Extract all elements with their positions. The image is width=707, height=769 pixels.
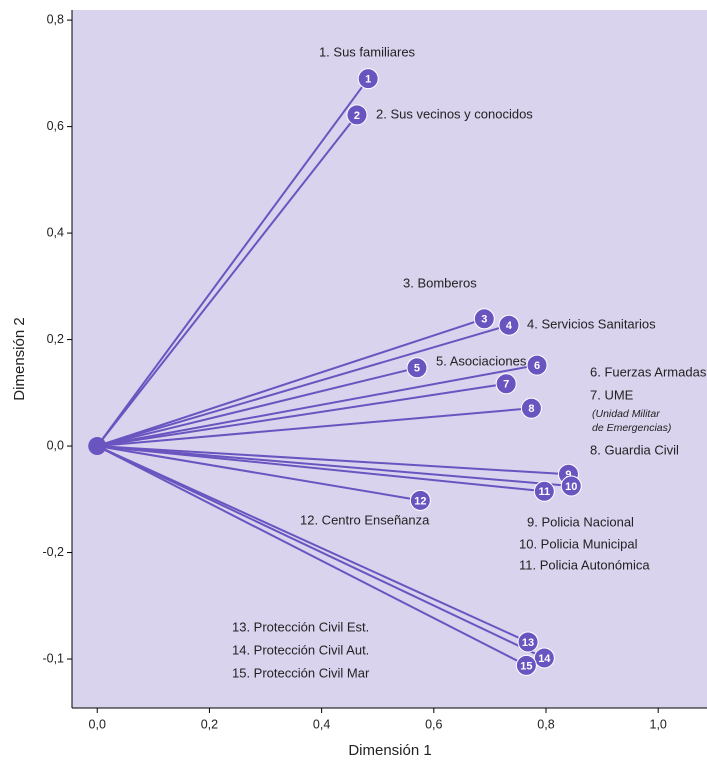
point-label: 9 xyxy=(565,469,571,481)
x-axis-title: Dimensión 1 xyxy=(348,742,431,759)
vector xyxy=(97,364,538,448)
item-name: 11. Policia Autonómica xyxy=(519,557,650,572)
item-name: 15. Protección Civil Mar xyxy=(232,665,370,680)
point xyxy=(357,68,379,90)
item-name: 2. Sus vecinos y conocidos xyxy=(376,106,533,121)
y-axis-title: Dimensión 2 xyxy=(11,317,28,400)
point-label: 13 xyxy=(522,637,534,649)
vector xyxy=(96,114,358,447)
point-label: 5 xyxy=(414,363,420,375)
point xyxy=(406,357,428,379)
point-label: 8 xyxy=(528,403,534,415)
point-label: 11 xyxy=(539,486,551,498)
item-name: 9. Policia Nacional xyxy=(527,514,634,529)
vector xyxy=(96,445,529,643)
item-name: 12. Centro Enseñanza xyxy=(300,512,430,527)
point xyxy=(498,314,520,336)
x-tick-label: 0,2 xyxy=(201,717,218,731)
y-tick-label: 0,4 xyxy=(47,225,64,239)
x-tick-label: 0,4 xyxy=(313,717,330,731)
y-tick-label: 0,6 xyxy=(47,119,64,133)
x-tick-label: 0,8 xyxy=(537,717,554,731)
item-name: 4. Servicios Sanitarios xyxy=(527,316,656,331)
vector xyxy=(96,445,545,659)
plot-area xyxy=(72,10,707,708)
point xyxy=(560,475,582,497)
note: de Emergencias) xyxy=(592,422,671,434)
point-label: 3 xyxy=(481,314,487,326)
point xyxy=(495,373,517,395)
point xyxy=(409,489,431,511)
point xyxy=(517,631,539,653)
item-name: 8. Guardia Civil xyxy=(590,442,679,457)
item-name: 10. Policia Municipal xyxy=(519,536,638,551)
item-name: 7. UME xyxy=(590,387,634,402)
point xyxy=(533,480,555,502)
vector xyxy=(96,78,369,447)
y-tick-label: -0,1 xyxy=(42,651,64,665)
item-name: 14. Protección Civil Aut. xyxy=(232,642,369,657)
point xyxy=(533,647,555,669)
point xyxy=(526,354,548,376)
point-label: 7 xyxy=(503,379,509,391)
x-tick-label: 1,0 xyxy=(650,717,667,731)
point-label: 4 xyxy=(506,320,513,332)
vector xyxy=(97,366,418,448)
x-tick-label: 0,6 xyxy=(425,717,442,731)
point-label: 6 xyxy=(534,360,540,372)
item-name: 5. Asociaciones xyxy=(436,353,527,368)
point-label: 1 xyxy=(365,74,371,86)
point-label: 10 xyxy=(565,481,577,493)
y-tick-label: 0,8 xyxy=(47,12,64,26)
vector xyxy=(97,445,569,476)
point-label: 12 xyxy=(414,495,426,507)
item-name: 3. Bomberos xyxy=(403,275,477,290)
vector xyxy=(96,324,510,448)
vector xyxy=(97,445,572,487)
y-tick-label: 0,2 xyxy=(47,332,64,346)
point xyxy=(515,654,537,676)
point-label: 14 xyxy=(538,653,551,665)
vector xyxy=(97,445,545,493)
point-label: 15 xyxy=(520,660,532,672)
y-tick-label: -0,2 xyxy=(42,545,64,559)
point xyxy=(473,308,495,330)
vector xyxy=(97,407,532,448)
point xyxy=(520,397,542,419)
point xyxy=(346,104,368,126)
vector xyxy=(97,445,421,502)
vector xyxy=(96,445,527,667)
vector xyxy=(96,317,485,448)
point-label: 2 xyxy=(354,110,360,122)
x-tick-label: 0,0 xyxy=(89,717,106,731)
item-name: 6. Fuerzas Armadas xyxy=(590,364,707,379)
item-name: 1. Sus familiares xyxy=(319,44,416,59)
vector xyxy=(97,382,507,448)
y-tick-label: 0,0 xyxy=(47,438,64,452)
origin xyxy=(88,437,107,456)
item-name: 13. Protección Civil Est. xyxy=(232,619,369,634)
note: (Unidad Militar xyxy=(592,408,660,420)
